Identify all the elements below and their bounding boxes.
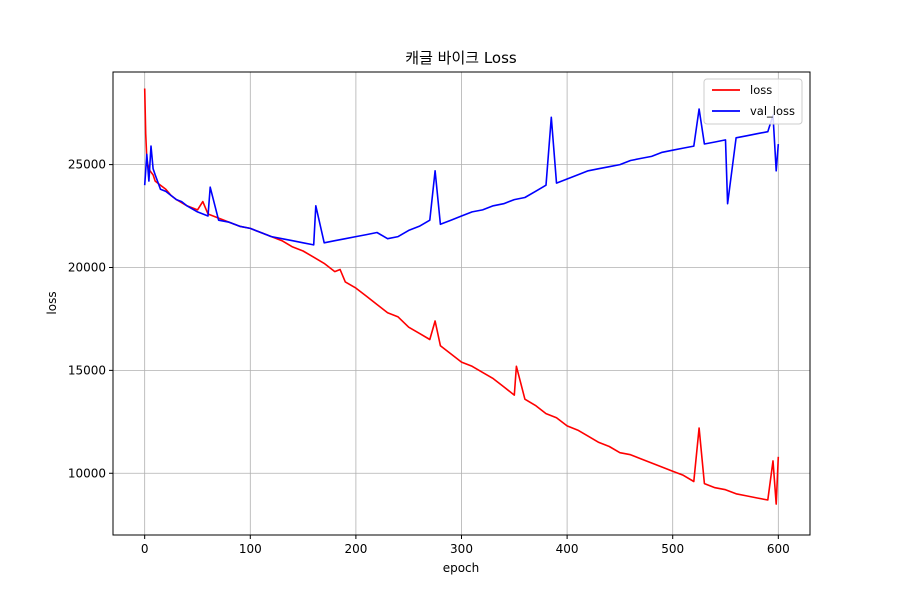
y-tick-label: 25000 <box>68 158 106 172</box>
series-layer <box>143 88 780 505</box>
chart-title: 캐글 바이크 Loss <box>405 49 517 67</box>
series-line-val-loss <box>143 108 780 246</box>
x-tick-label: 200 <box>344 542 367 556</box>
legend: loss val_loss <box>703 78 803 125</box>
x-tick-label: 100 <box>239 542 262 556</box>
x-tick-label: 500 <box>661 542 684 556</box>
y-tick-label: 10000 <box>68 466 106 480</box>
ticks: 0 100 200 300 400 500 600 10000 15000 20000 25000 <box>68 158 790 556</box>
y-tick-label: 20000 <box>68 260 106 274</box>
x-tick-label: 300 <box>450 542 473 556</box>
x-axis-label: epoch <box>443 561 480 575</box>
series-line-loss <box>143 88 780 505</box>
y-axis-label: loss <box>45 291 59 314</box>
x-tick-label: 600 <box>767 542 790 556</box>
legend-label-loss: loss <box>750 83 772 97</box>
y-tick-label: 15000 <box>68 363 106 377</box>
x-tick-label: 400 <box>556 542 579 556</box>
legend-label-val-loss: val_loss <box>750 104 795 118</box>
x-tick-label: 0 <box>141 542 149 556</box>
